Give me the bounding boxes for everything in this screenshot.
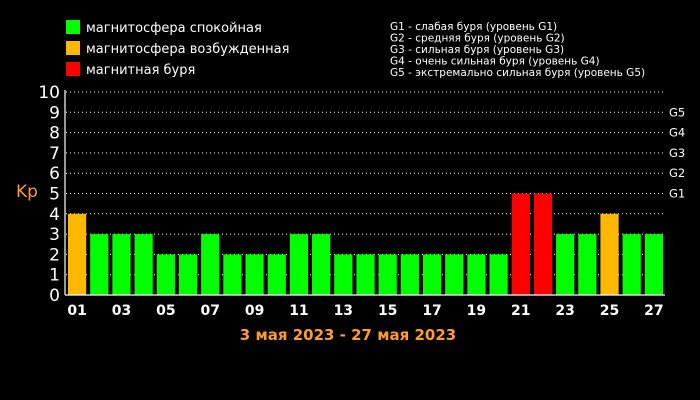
x-tick-label: 27 [644,303,663,319]
x-tick-label: 19 [467,303,486,319]
legend-swatch-storm [66,62,80,76]
bar-day-05 [156,254,175,295]
bar-day-24 [578,234,597,295]
g-legend-g3: G3 - сильная буря (уровень G3) [390,44,564,56]
bar-day-02 [90,234,109,295]
bar-day-25 [600,213,619,295]
x-tick-label: 15 [378,303,397,319]
x-tick-label: 09 [245,303,264,319]
x-tick-label: 07 [200,303,219,319]
x-tick-label: 01 [67,303,86,319]
bar-day-27 [644,234,664,295]
bar-day-16 [400,254,419,295]
bar-day-18 [445,254,464,295]
y-tick-label: 6 [49,164,60,184]
x-tick-label: 23 [555,303,574,319]
g-legend-g2: G2 - средняя буря (уровень G2) [390,33,565,45]
y-tick-label: 4 [49,205,60,225]
y-tick-label: 8 [49,124,60,144]
bar-day-13 [334,254,353,295]
bar-day-12 [312,234,331,295]
bar-day-22 [533,193,553,295]
axes [64,90,665,296]
bars [67,193,664,295]
y-tick-label: 3 [49,225,60,245]
y-tick-label: 2 [49,245,60,265]
bar-day-10 [267,254,286,295]
bar-day-21 [511,193,530,295]
bar-day-20 [489,254,508,295]
legend-label-quiet: магнитосфера спокойная [86,21,262,36]
bar-day-19 [467,254,486,295]
g-tick-label: G4 [669,126,685,140]
x-tick-label: 21 [511,303,530,319]
g-legend-g4: G4 - очень сильная буря (уровень G4) [390,56,600,68]
y-tick-label: 5 [49,185,60,205]
x-tick-label: 13 [334,303,353,319]
g-tick-labels: G1 G2 G3 G4 G5 [669,105,685,200]
x-tick-label: 17 [422,303,441,319]
bar-day-11 [289,234,309,295]
x-tick-labels: 01 03 05 07 09 11 13 15 17 19 21 23 25 27 [67,303,663,319]
g-scale-legend: G1 - слабая буря (уровень G1) G2 - средн… [390,21,645,79]
x-tick-label: 25 [600,303,619,319]
bar-day-07 [201,234,220,295]
g-legend-g5: G5 - экстремально сильная буря (уровень … [390,67,645,79]
g-tick-label: G5 [669,105,685,119]
g-legend-g1: G1 - слабая буря (уровень G1) [390,21,557,33]
chart-title: 3 мая 2023 - 27 мая 2023 [240,326,456,344]
g-tick-label: G1 [669,187,685,201]
y-tick-label: 1 [49,266,60,286]
g-tick-label: G2 [669,166,685,180]
bar-day-08 [223,254,242,295]
bar-day-14 [356,254,375,295]
y-tick-label: 7 [49,144,60,164]
x-tick-label: 05 [156,303,175,319]
bar-day-03 [112,234,131,295]
bar-day-17 [422,254,442,295]
bar-day-23 [556,234,575,295]
grid-lines [66,91,665,276]
bar-day-06 [178,254,198,295]
g-tick-label: G3 [669,146,685,160]
y-tick-label: 9 [49,103,60,123]
bar-day-26 [622,234,641,295]
y-tick-label: 10 [38,83,60,103]
legend-swatch-active [66,41,80,55]
bar-day-01 [67,213,87,295]
bar-day-15 [378,254,397,295]
bar-day-04 [134,234,153,295]
legend-label-active: магнитосфера возбужденная [86,42,289,57]
bar-day-09 [245,254,264,295]
y-tick-label: 0 [49,286,60,306]
legend-swatch-quiet [66,20,80,34]
x-tick-label: 03 [112,303,131,319]
legend-label-storm: магнитная буря [86,63,195,78]
x-tick-label: 11 [289,303,308,319]
y-axis-label: Kp [16,182,38,202]
color-legend: магнитосфера спокойная магнитосфера возб… [66,20,289,78]
